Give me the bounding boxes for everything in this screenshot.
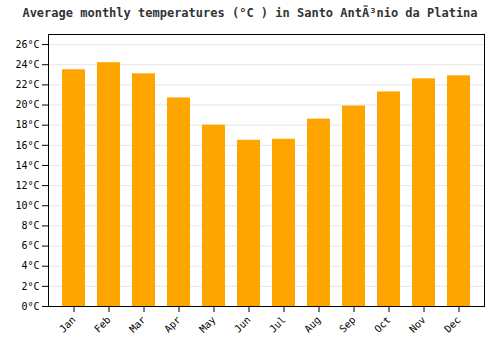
svg-text:Nov: Nov [407,314,428,335]
svg-text:Jun: Jun [232,314,253,335]
svg-text:Jan: Jan [57,314,78,335]
svg-text:24°C: 24°C [15,59,39,70]
svg-text:26°C: 26°C [15,39,39,50]
svg-text:10°C: 10°C [15,200,39,211]
svg-text:12°C: 12°C [15,180,39,191]
svg-text:14°C: 14°C [15,160,39,171]
svg-text:6°C: 6°C [21,240,39,251]
svg-text:16°C: 16°C [15,140,39,151]
svg-text:0°C: 0°C [21,301,39,312]
svg-text:Jul: Jul [267,314,288,335]
svg-text:2°C: 2°C [21,281,39,292]
svg-text:22°C: 22°C [15,79,39,90]
svg-text:8°C: 8°C [21,220,39,231]
svg-text:4°C: 4°C [21,260,39,271]
svg-text:20°C: 20°C [15,99,39,110]
svg-text:Sep: Sep [337,314,358,335]
html-text:Average monthly temperatures (: Average monthly temperatures (°C ) in Sa… [22,6,478,20]
svg-text:Mar: Mar [127,314,148,335]
svg-text:Feb: Feb [92,314,113,335]
svg-text:Aug: Aug [302,314,323,335]
svg-text:May: May [197,314,218,335]
svg-text:Apr: Apr [162,314,183,335]
svg-text:18°C: 18°C [15,119,39,130]
svg-text:Oct: Oct [372,314,393,335]
svg-text:Dec: Dec [442,314,463,335]
